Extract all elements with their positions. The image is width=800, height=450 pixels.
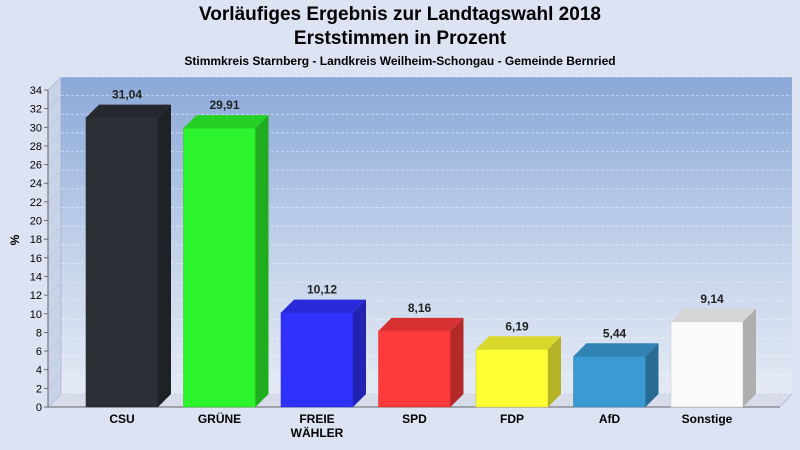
data-label: 8,16 [408, 301, 432, 315]
bar-grüne [183, 115, 269, 408]
x-tick-label: AfD [599, 412, 621, 426]
gridline-side [47, 188, 62, 203]
gridline-side [47, 337, 62, 352]
bar-front [378, 330, 451, 408]
bar-front [670, 321, 744, 408]
bar-front [85, 117, 159, 408]
chart-subtitle: Erststimmen in Prozent [293, 28, 507, 49]
bar-side [353, 299, 366, 407]
gridline-side [47, 281, 62, 296]
gridline-side [47, 170, 62, 184]
y-tick-label: 30 [30, 122, 42, 134]
y-tick-label: 24 [30, 178, 42, 190]
bar-front [475, 349, 549, 408]
x-tick-label: FREIE [299, 412, 334, 426]
bar-side [548, 336, 561, 407]
data-label: 9,14 [700, 292, 724, 306]
y-tick-label: 0 [36, 402, 42, 414]
bar-top [378, 317, 464, 331]
gridline-side [47, 263, 62, 277]
bar-sonstige [670, 308, 756, 408]
data-label: 6,19 [505, 319, 529, 333]
x-tick-label: SPD [402, 412, 427, 426]
x-tick-label: GRÜNE [198, 411, 241, 426]
gridline-side [47, 319, 62, 333]
y-axis-label: % [8, 234, 22, 245]
data-label: 31,04 [112, 88, 142, 102]
bar-side [450, 317, 464, 407]
y-tick-label: 26 [30, 160, 42, 172]
bar-front [280, 312, 354, 408]
x-tick-label: FDP [500, 412, 524, 426]
bar-front [573, 356, 646, 408]
bar-side [743, 308, 756, 407]
gridline-side [47, 132, 62, 147]
bar-top [476, 336, 561, 350]
gridline-side [47, 151, 62, 165]
bar-front [183, 127, 256, 408]
x-tick-label: CSU [109, 412, 134, 426]
bar-afd [573, 343, 659, 408]
y-tick-label: 12 [30, 290, 42, 302]
y-tick-label: 20 [30, 216, 42, 228]
y-tick-label: 18 [30, 234, 42, 246]
gridline-side [47, 356, 62, 370]
bar-top [86, 104, 171, 118]
gridline-side [47, 114, 62, 128]
y-tick-label: 28 [30, 141, 42, 153]
bar-fdp [475, 336, 561, 408]
plot-side-wall [47, 76, 62, 408]
bar-top [671, 308, 756, 322]
bar-spd [378, 317, 464, 408]
y-tick-label: 34 [30, 85, 42, 97]
y-tick-label: 32 [30, 104, 42, 116]
x-tick-label: WÄHLER [291, 425, 344, 440]
y-tick-label: 6 [36, 346, 42, 358]
data-label: 10,12 [307, 283, 337, 297]
data-label: 29,91 [209, 98, 239, 112]
bar-top [183, 115, 269, 129]
gridline-side [47, 95, 62, 109]
gridline-side [47, 76, 62, 91]
y-tick-label: 8 [36, 327, 42, 339]
bar-side [255, 115, 269, 407]
x-tick-label: Sonstige [682, 412, 733, 426]
bar-csu [85, 104, 171, 408]
y-tick-label: 22 [30, 197, 42, 209]
y-tick-label: 4 [36, 365, 42, 377]
bar-top [281, 299, 366, 313]
data-label: 5,44 [603, 326, 627, 340]
y-tick-label: 16 [30, 253, 42, 265]
y-tick-label: 10 [30, 309, 42, 321]
gridline-side [47, 225, 62, 240]
chart-title: Vorläufiges Ergebnis zur Landtagswahl 20… [199, 4, 601, 25]
gridline-side [47, 375, 62, 389]
bar-side [158, 104, 171, 407]
gridline-side [47, 393, 62, 408]
gridline-side [47, 244, 62, 259]
bar-freie-wähler [280, 299, 366, 408]
y-tick-label: 2 [36, 383, 42, 395]
gridline-side [47, 207, 62, 221]
bar-side [645, 343, 659, 407]
chart-caption: Stimmkreis Starnberg - Landkreis Weilhei… [184, 54, 616, 68]
gridline-side [47, 300, 62, 314]
y-tick-label: 14 [30, 271, 42, 283]
bar-top [573, 343, 659, 357]
